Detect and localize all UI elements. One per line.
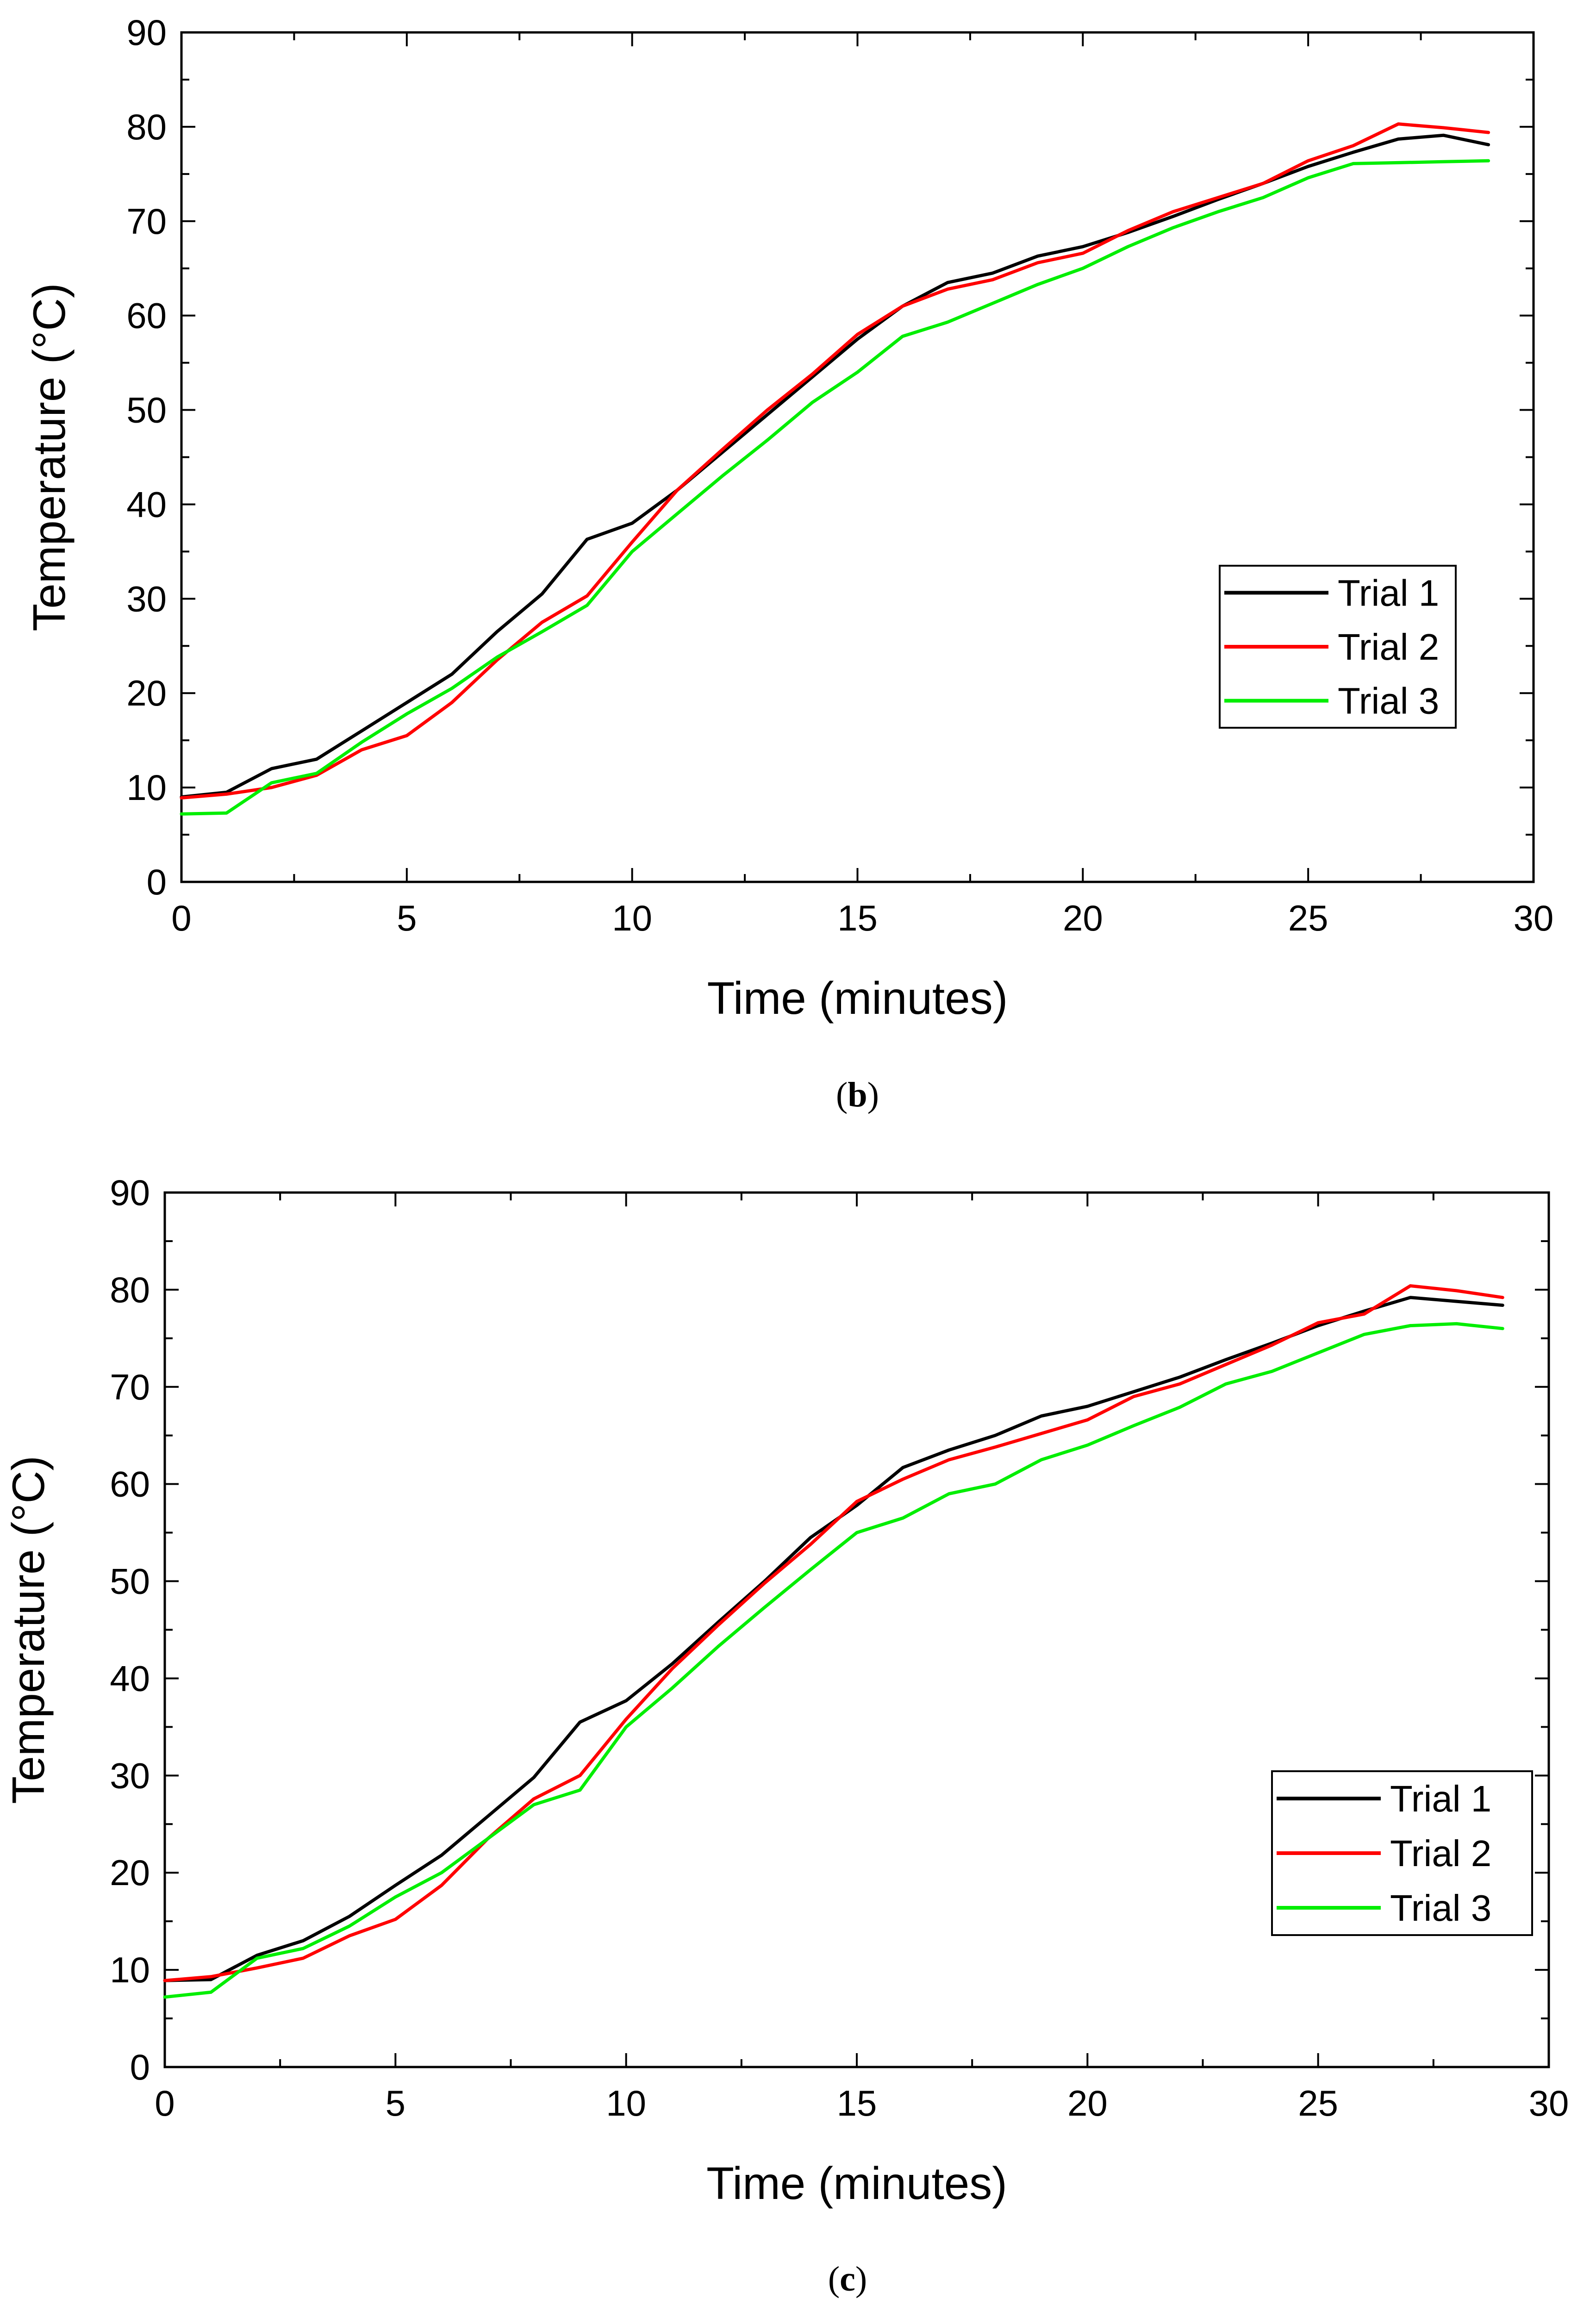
series-line-trial-2 — [180, 122, 1490, 799]
legend-label-trial-2: Trial 2 — [1338, 626, 1439, 668]
x-tick-label: 25 — [1288, 898, 1328, 938]
y-tick-label: 70 — [126, 201, 167, 242]
chart-panel-2: 0 5 10 15 20 25 30 0 10 20 30 40 50 60 70 80 90 Time (min… — [3, 1172, 1569, 2299]
y-tick-label: 90 — [126, 12, 167, 53]
y-tick-label: 40 — [110, 1658, 150, 1699]
caption-open: ( — [836, 1075, 848, 1114]
legend-label-trial-2: Trial 2 — [1390, 1833, 1491, 1874]
x-tick-label: 20 — [1063, 898, 1103, 938]
panel-caption: (b) — [836, 1075, 879, 1114]
caption-open: ( — [828, 2260, 840, 2299]
y-tick-label: 60 — [126, 295, 167, 336]
legend-label-trial-1: Trial 1 — [1390, 1778, 1491, 1819]
caption-letter: c — [840, 2260, 855, 2299]
y-axis-title: Temperature (°C) — [3, 1455, 54, 1804]
legend: Trial 1 Trial 2 Trial 3 — [1271, 1770, 1533, 1936]
chart-panel-1: 0 5 10 15 20 25 30 0 10 20 30 40 50 60 70 80 90 Time (min… — [24, 12, 1553, 1114]
x-tick-label: 10 — [612, 898, 652, 938]
y-tick-label: 40 — [126, 484, 167, 525]
panel-caption: (c) — [828, 2260, 867, 2299]
caption-close: ) — [867, 1075, 879, 1114]
x-tick-label: 0 — [171, 898, 191, 938]
x-tick-label: 15 — [837, 898, 878, 938]
series-line-trial-3 — [163, 1322, 1504, 1999]
x-axis-title: Time (minutes) — [707, 973, 1008, 1024]
x-tick-label: 30 — [1529, 2083, 1569, 2124]
x-tick-label: 5 — [386, 2083, 405, 2124]
legend-label-trial-1: Trial 1 — [1338, 572, 1439, 613]
y-tick-label: 30 — [126, 578, 167, 619]
y-tick-label: 20 — [126, 673, 167, 713]
x-axis-title: Time (minutes) — [706, 2158, 1007, 2209]
y-tick-label: 30 — [110, 1755, 150, 1796]
y-tick-label: 20 — [110, 1852, 150, 1893]
y-axis-title: Temperature (°C) — [24, 283, 75, 631]
x-tick-label: 10 — [606, 2083, 646, 2124]
series-line-trial-2 — [163, 1284, 1504, 1982]
y-tick-label: 0 — [147, 862, 167, 902]
y-tick-label: 0 — [130, 2047, 150, 2087]
y-tick-label: 90 — [110, 1172, 150, 1213]
x-tick-label: 20 — [1067, 2083, 1108, 2124]
caption-letter: b — [848, 1075, 867, 1114]
y-tick-label: 50 — [110, 1561, 150, 1602]
y-tick-label: 80 — [110, 1269, 150, 1310]
x-tick-label: 30 — [1514, 898, 1554, 938]
series-line-trial-3 — [180, 159, 1490, 816]
x-tick-label: 0 — [155, 2083, 175, 2124]
legend-label-trial-3: Trial 3 — [1390, 1887, 1491, 1929]
y-tick-label: 10 — [126, 767, 167, 808]
y-tick-label: 50 — [126, 390, 167, 431]
y-tick-label: 10 — [110, 1949, 150, 1990]
y-tick-label: 60 — [110, 1464, 150, 1505]
x-tick-label: 5 — [397, 898, 417, 938]
x-tick-label: 25 — [1298, 2083, 1338, 2124]
legend: Trial 1 Trial 2 Trial 3 — [1219, 565, 1457, 729]
y-tick-label: 70 — [110, 1367, 150, 1407]
y-tick-label: 80 — [126, 106, 167, 147]
x-tick-label: 15 — [837, 2083, 877, 2124]
legend-label-trial-3: Trial 3 — [1338, 681, 1439, 722]
caption-close: ) — [855, 2260, 867, 2299]
